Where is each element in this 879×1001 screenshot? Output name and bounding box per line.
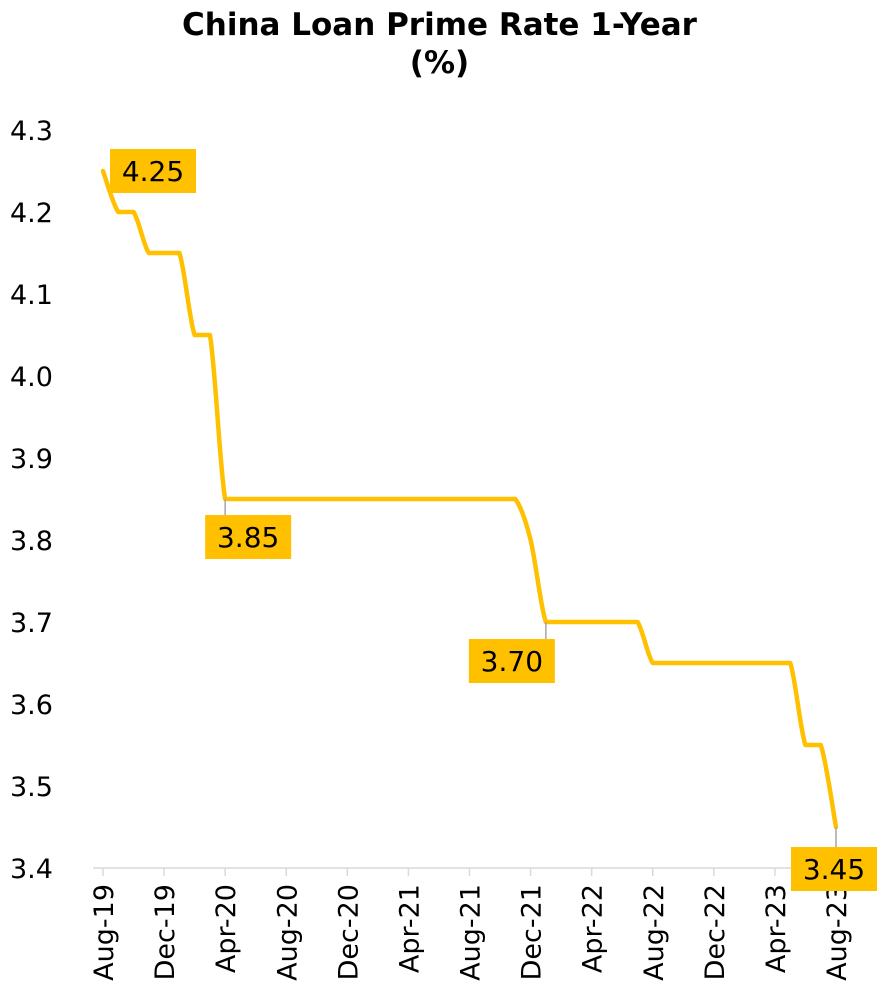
- x-tick-label: Dec-21: [517, 884, 548, 980]
- chart-subtitle: (%): [409, 45, 470, 81]
- data-label: 4.25: [122, 155, 184, 188]
- x-tick-label: Dec-19: [150, 884, 181, 980]
- data-labels: 4.25 3.85 3.70 3.45: [110, 149, 877, 891]
- data-label-box: [110, 149, 196, 193]
- data-label: 3.45: [803, 853, 865, 886]
- x-axis-labels: Aug-19 Dec-19 Apr-20 Aug-20 Dec-20 Apr-21 Aug-…: [89, 884, 853, 981]
- series-group: [100, 168, 839, 830]
- x-tick-label: Apr-21: [394, 884, 425, 973]
- y-tick-label: 3.4: [10, 854, 53, 885]
- x-tick-label: Aug-20: [272, 884, 303, 981]
- data-label: 3.70: [481, 645, 543, 678]
- y-tick-label: 3.9: [10, 444, 53, 475]
- x-tick-label: Dec-22: [700, 884, 731, 980]
- data-label: 3.85: [217, 521, 279, 554]
- x-tick-label: Aug-23: [822, 884, 853, 981]
- x-tick-label: Aug-22: [639, 884, 670, 981]
- x-tick-label: Aug-19: [89, 884, 120, 981]
- y-tick-label: 3.7: [10, 608, 53, 639]
- x-tick-label: Apr-20: [211, 884, 242, 973]
- data-label-box: [791, 847, 877, 891]
- y-tick-label: 3.8: [10, 526, 53, 557]
- y-tick-label: 4.0: [10, 362, 53, 393]
- series-line: [100, 168, 839, 830]
- y-tick-label: 4.2: [10, 198, 53, 229]
- data-label-box: [205, 515, 292, 559]
- y-tick-label: 3.5: [10, 772, 53, 803]
- data-label-box: [468, 639, 555, 683]
- x-tick-label: Dec-20: [333, 884, 364, 980]
- x-tick-label: Apr-22: [578, 884, 609, 973]
- y-tick-label: 3.6: [10, 690, 53, 721]
- y-axis-labels: 4.3 4.2 4.1 4.0 3.9 3.8 3.7 3.6 3.5 3.4: [10, 116, 53, 885]
- y-tick-label: 4.3: [10, 116, 53, 147]
- x-tick-label: Aug-21: [456, 884, 487, 981]
- x-axis-ticks: [102, 868, 837, 876]
- x-tick-label: Apr-23: [761, 884, 792, 973]
- y-tick-label: 4.1: [10, 280, 53, 311]
- chart-title: China Loan Prime Rate 1-Year (%): [0, 6, 879, 82]
- chart-title-line: China Loan Prime Rate 1-Year: [182, 7, 697, 43]
